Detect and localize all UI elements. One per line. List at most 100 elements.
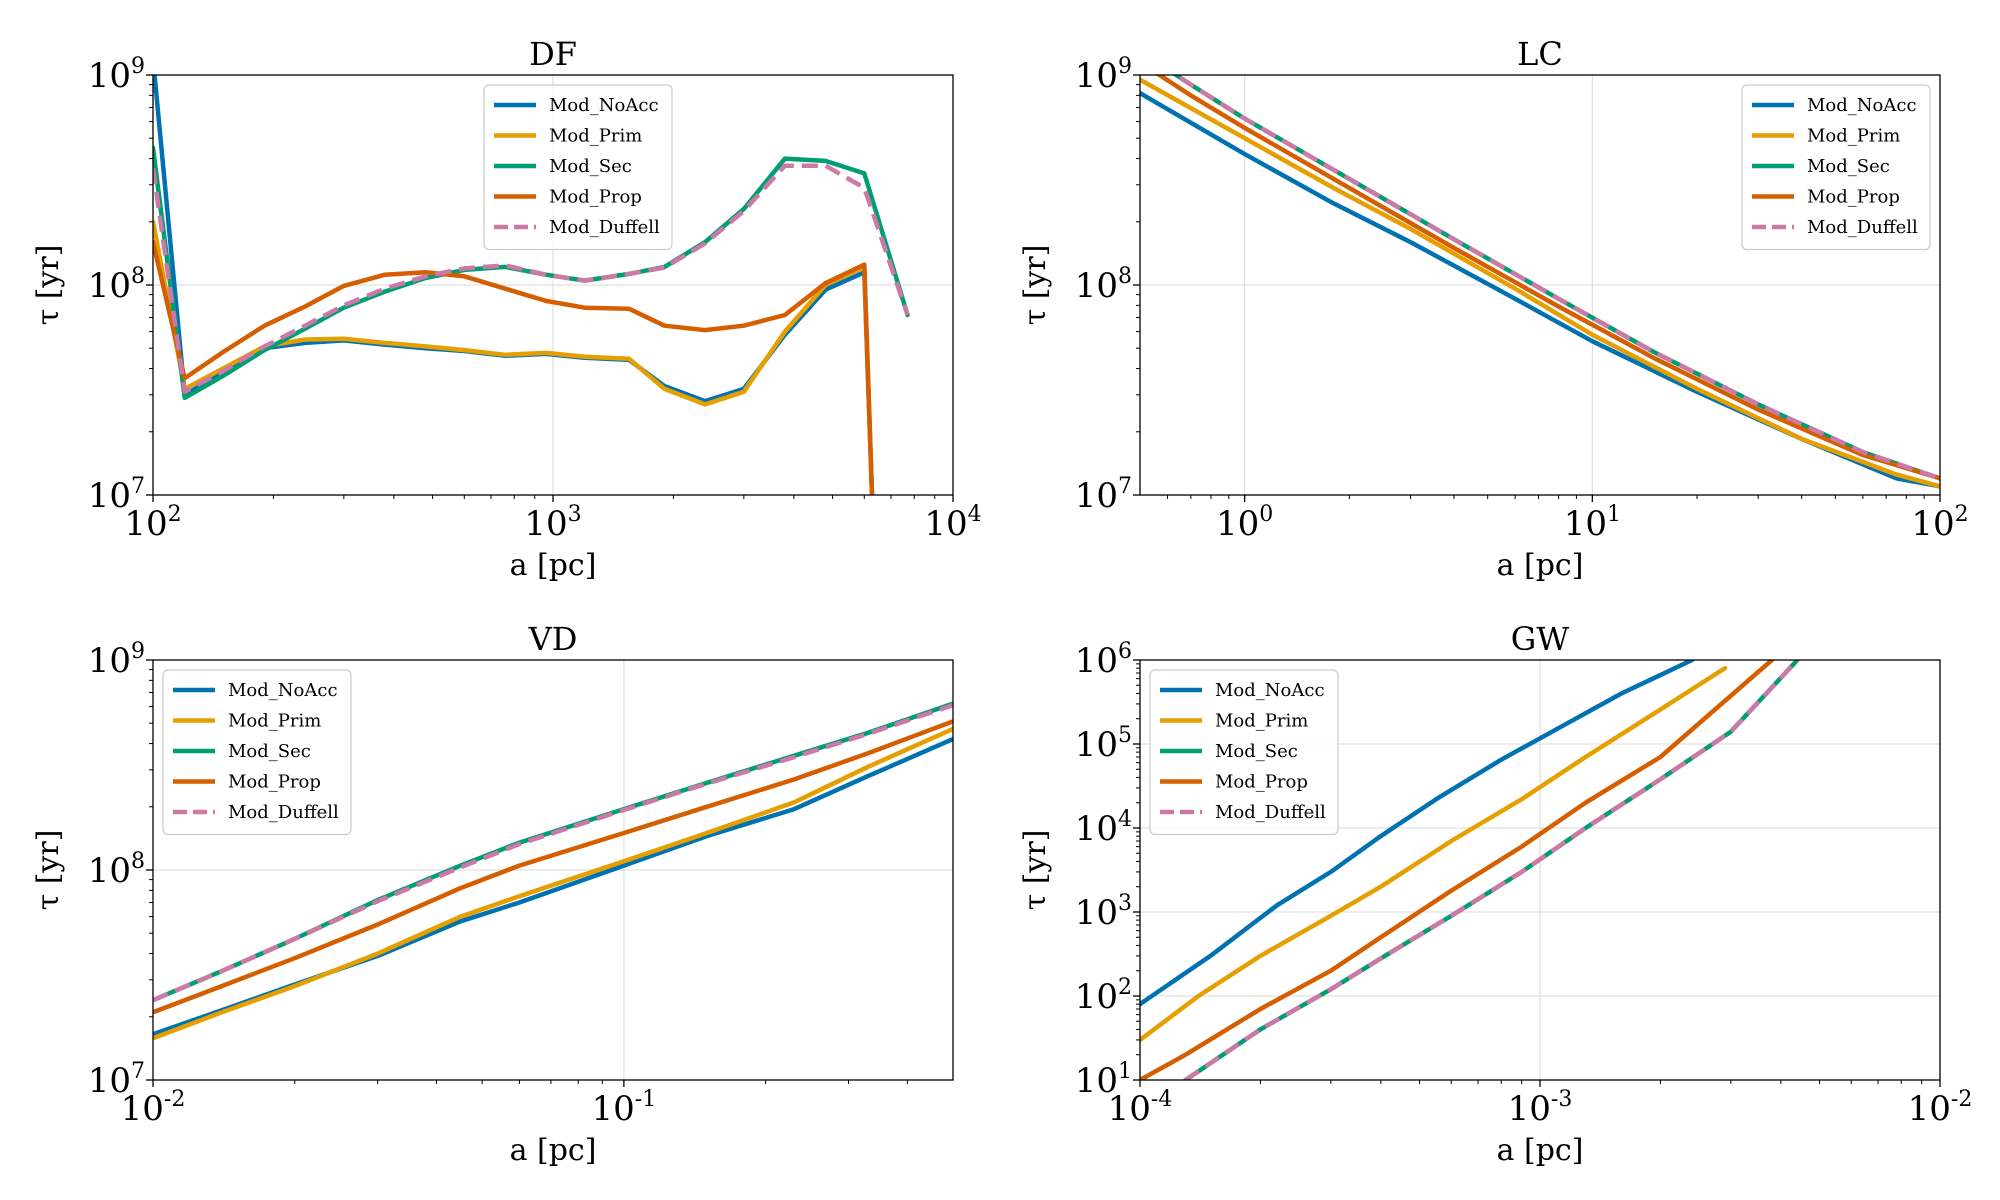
tick-base: 10 (1075, 476, 1118, 516)
legend-label: Mod_NoAcc (1807, 95, 1917, 116)
tick-exponent: -2 (164, 1087, 185, 1112)
legend: Mod_NoAcc Mod_Prim Mod_Sec Mod_Prop Mod_Duff… (162, 669, 352, 836)
tick-exponent: 9 (131, 54, 145, 79)
y-tick-label: 107 (1075, 474, 1132, 516)
series-line-sec (153, 145, 910, 401)
y-tick-label: 107 (88, 1059, 145, 1101)
tick-exponent: -2 (1951, 1087, 1972, 1112)
tick-exponent: 4 (1118, 807, 1132, 832)
tick-exponent: -4 (1151, 1087, 1172, 1112)
legend-label: Mod_Duffell (1215, 802, 1326, 823)
tick-exponent: 1 (1607, 502, 1621, 527)
y-tick-label: 102 (1075, 975, 1132, 1017)
tick-base: 10 (88, 641, 131, 681)
legend-label: Mod_Duffell (228, 802, 339, 823)
x-tick-label: 10-3 (1508, 1087, 1573, 1129)
series-line-prop (1140, 660, 1775, 1080)
legend-label: Mod_Prim (228, 711, 321, 732)
tick-exponent: -1 (635, 1087, 656, 1112)
x-tick-label: 102 (124, 502, 181, 544)
tick-exponent: 8 (131, 849, 145, 874)
legend-label: Mod_Prim (549, 126, 642, 147)
tick-base: 10 (1108, 1089, 1151, 1129)
y-tick-label: 106 (1075, 639, 1132, 681)
y-tick-label: 107 (88, 474, 145, 516)
x-tick-label: 104 (924, 502, 981, 544)
tick-base: 10 (1075, 725, 1118, 765)
x-tick-label: 102 (1911, 502, 1968, 544)
tick-exponent: 7 (131, 1059, 145, 1084)
tick-exponent: 3 (568, 502, 582, 527)
chart-title: GW (1511, 620, 1570, 658)
series-line-prim (1140, 77, 1940, 489)
tick-base: 10 (924, 504, 967, 544)
tick-base: 10 (1216, 504, 1259, 544)
y-tick-label: 105 (1075, 723, 1132, 765)
series-line-prim (153, 219, 875, 495)
legend-box (1741, 84, 1931, 251)
y-tick-label: 108 (1075, 264, 1132, 306)
legend-label: Mod_Sec (549, 156, 632, 177)
tick-base: 10 (1564, 504, 1607, 544)
legend-label: Mod_Prop (549, 187, 642, 208)
tick-exponent: -3 (1551, 1087, 1572, 1112)
series-group (1140, 660, 1800, 1080)
tick-base: 10 (88, 1061, 131, 1101)
tick-base: 10 (88, 56, 131, 96)
tick-exponent: 2 (1955, 502, 1969, 527)
y-tick-label: 109 (88, 639, 145, 681)
tick-exponent: 1 (1118, 1059, 1132, 1084)
series-line-prim (1140, 665, 1728, 1043)
chart-title: LC (1517, 35, 1563, 73)
series-group (153, 701, 953, 1041)
x-tick-label: 10-2 (121, 1087, 186, 1129)
series-line-prop (153, 239, 875, 495)
series-line-duffell (153, 702, 953, 1003)
legend: Mod_NoAcc Mod_Prim Mod_Sec Mod_Prop Mod_Duff… (483, 84, 673, 251)
tick-base: 10 (524, 504, 567, 544)
tick-exponent: 9 (1118, 54, 1132, 79)
y-axis-label: τ [yr] (1018, 830, 1053, 911)
tick-exponent: 7 (1118, 474, 1132, 499)
legend-label: Mod_Prim (1215, 711, 1308, 732)
series-line-duffell (153, 163, 910, 395)
tick-base: 10 (1911, 504, 1954, 544)
tick-base: 10 (88, 266, 131, 306)
tick-base: 10 (1075, 809, 1118, 849)
legend: Mod_NoAcc Mod_Prim Mod_Sec Mod_Prop Mod_Duff… (1149, 669, 1339, 836)
series-line-duffell (1172, 75, 1940, 481)
series-group (1140, 75, 1940, 489)
tick-base: 10 (88, 476, 131, 516)
tick-base: 10 (88, 851, 131, 891)
x-tick-label: 103 (524, 502, 581, 544)
legend: Mod_NoAcc Mod_Prim Mod_Sec Mod_Prop Mod_Duff… (1741, 84, 1931, 251)
tick-exponent: 7 (131, 474, 145, 499)
x-tick-label: 10-4 (1108, 1087, 1173, 1129)
legend-label: Mod_NoAcc (228, 680, 338, 701)
y-tick-label: 108 (88, 849, 145, 891)
tick-exponent: 8 (131, 264, 145, 289)
legend-label: Mod_NoAcc (549, 95, 659, 116)
chart-title: VD (528, 620, 578, 658)
series-line-prop (153, 719, 953, 1015)
x-axis-label: a [pc] (1497, 1133, 1584, 1168)
y-axis-label: τ [yr] (31, 245, 66, 326)
legend-label: Mod_Duffell (1807, 217, 1918, 238)
legend-label: Mod_Sec (1215, 741, 1298, 762)
tick-exponent: 6 (1118, 639, 1132, 664)
tick-base: 10 (1908, 1089, 1951, 1129)
x-tick-label: 10-1 (592, 1087, 657, 1129)
tick-base: 10 (121, 1089, 164, 1129)
legend-box (162, 669, 352, 836)
x-tick-label: 101 (1564, 502, 1621, 544)
x-tick-label: 100 (1216, 502, 1273, 544)
series-line-prim (153, 726, 953, 1041)
legend-box (1149, 669, 1339, 836)
tick-base: 10 (592, 1089, 635, 1129)
y-tick-label: 101 (1075, 1059, 1132, 1101)
y-axis-label: τ [yr] (1018, 245, 1053, 326)
tick-exponent: 2 (168, 502, 182, 527)
y-tick-label: 109 (88, 54, 145, 96)
